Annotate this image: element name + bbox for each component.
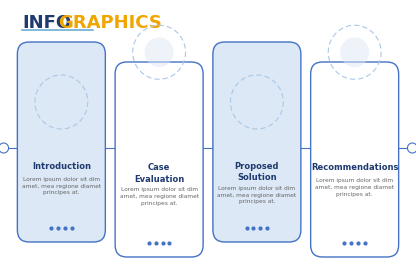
Circle shape [0, 143, 9, 153]
Circle shape [145, 38, 173, 67]
Text: INFO: INFO [22, 14, 72, 32]
Text: Lorem ipsum dolor sit dim
amet, mea regione diamet
principes at.: Lorem ipsum dolor sit dim amet, mea regi… [22, 177, 101, 195]
Text: GRAPHICS: GRAPHICS [58, 14, 162, 32]
FancyBboxPatch shape [311, 62, 399, 257]
FancyBboxPatch shape [115, 62, 203, 257]
Text: Lorem ipsum dolor sit dim
amet, mea regione diamet
principes at.: Lorem ipsum dolor sit dim amet, mea regi… [217, 186, 297, 204]
FancyBboxPatch shape [17, 42, 105, 242]
FancyBboxPatch shape [213, 42, 301, 242]
Text: Lorem ipsum dolor sit dim
amet, mea regione diamet
principes at.: Lorem ipsum dolor sit dim amet, mea regi… [315, 178, 394, 197]
Text: Lorem ipsum dolor sit dim
amet, mea regione diamet
principes at.: Lorem ipsum dolor sit dim amet, mea regi… [119, 187, 199, 206]
Circle shape [243, 87, 271, 117]
Text: Introduction: Introduction [32, 162, 91, 171]
Text: Case
Evaluation: Case Evaluation [134, 164, 184, 183]
Circle shape [340, 38, 369, 67]
Circle shape [47, 87, 76, 117]
Text: Recommendations: Recommendations [311, 164, 399, 172]
Text: Proposed
Solution: Proposed Solution [235, 162, 279, 182]
Circle shape [407, 143, 416, 153]
